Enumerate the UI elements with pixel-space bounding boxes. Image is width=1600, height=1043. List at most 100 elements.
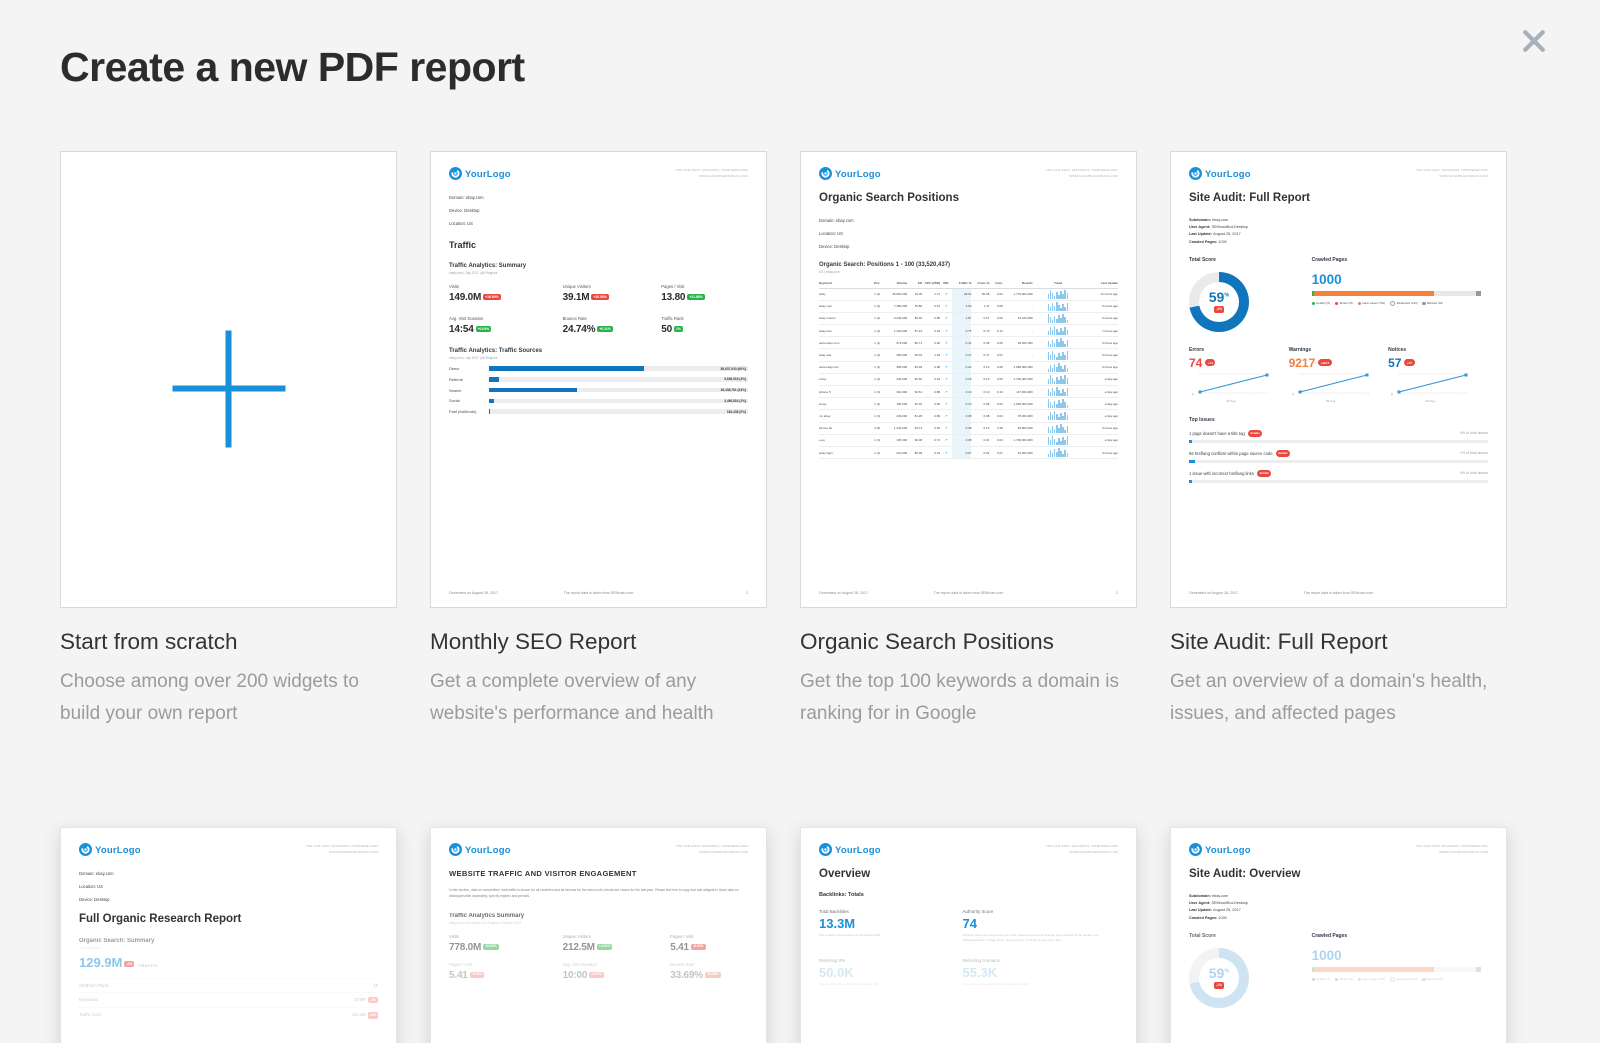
widget-subtitle: US | ebay.com <box>79 946 100 950</box>
cell-costs: 0.67 <box>983 316 990 321</box>
cell-trend <box>1033 374 1084 384</box>
preview-site-audit-content: YourLogo THE FAR AWAY 1812ZZ004, NOWHEREL… <box>1171 152 1506 607</box>
change-badge: +21.86% <box>687 294 705 301</box>
cell-traffic: 0.10 <box>952 386 972 398</box>
preview-site-audit-full-report[interactable]: YourLogo THE FAR AWAY 1812ZZ004, NOWHEREL… <box>1170 151 1507 608</box>
preview-website-traffic[interactable]: YourLogo THE FAR AWAY 1812ZZ004, NOWHEREL… <box>430 827 767 1043</box>
cell-costs: 0.10 <box>983 389 990 394</box>
cell-keyword: emay <box>819 401 827 406</box>
issue-trend-chart: 0 <box>1189 370 1289 399</box>
legend-item: Broken (8) <box>1334 301 1353 306</box>
cell-traffic: 0.10 <box>952 398 972 410</box>
brand-logo-text: YourLogo <box>835 168 881 180</box>
close-button[interactable] <box>1516 24 1552 60</box>
close-icon <box>1519 29 1549 59</box>
traffic-source-fill <box>489 387 578 393</box>
preview-organic-search-positions[interactable]: YourLogo THE FAR AWAY 1812ZZ004, NOWHEREL… <box>800 151 1137 608</box>
cell-keyword: iphone 6s <box>819 426 833 431</box>
cell-results: 53,800,000 <box>1017 426 1033 431</box>
cell-pos: 1 (1) <box>874 353 881 358</box>
brand-logo-text: YourLogo <box>465 168 511 180</box>
issue-stat-value: 57 +57 <box>1388 356 1488 370</box>
report-title: WEBSITE TRAFFIC AND VISITOR ENGAGEMENT <box>449 869 637 878</box>
cell-last-update: 6 hours ago <box>1102 340 1118 345</box>
top-issue-bar-fill <box>1189 459 1195 463</box>
cell-kd: 90.38 <box>914 438 923 443</box>
preview-site-audit-overview[interactable]: YourLogo THE FAR AWAY 1812ZZ004, NOWHEREL… <box>1170 827 1507 1043</box>
external-link-glyph: ↗ <box>944 438 948 443</box>
preview-full-organic-research[interactable]: YourLogo THE FAR AWAY 1812ZZ004, NOWHEREL… <box>60 827 397 1043</box>
cell-traffic: 4.60 <box>952 300 972 312</box>
trend-histogram-icon <box>1047 423 1069 433</box>
stat-label: Bounce Rate <box>670 961 695 967</box>
issue-stat-value: 9217 +9217 <box>1289 356 1389 370</box>
legend-dot <box>1334 301 1339 305</box>
backlink-stat-label: Referring Domains <box>962 957 1001 963</box>
backlink-stat-value: 50.0K <box>819 964 854 980</box>
external-link-glyph: ↗ <box>944 377 948 382</box>
organic-traffic-label: TRAFFIC <box>138 963 159 968</box>
cell-volume: 135,000 <box>896 438 908 443</box>
issues-section: Errors 74 +74 0 25 Aug Warnings 9217 +9217 0 25 A… <box>1189 347 1488 403</box>
organic-traffic-value: 129.9M <box>79 955 123 970</box>
preview-backlinks-overview[interactable]: YourLogo THE FAR AWAY 1812ZZ004, NOWHEREL… <box>800 827 1137 1043</box>
summary-row-label: SEMrush Rank <box>79 983 108 988</box>
traffic-source-value: 5,638,518 (4%) <box>724 377 746 382</box>
preview-start-from-scratch[interactable] <box>60 151 397 608</box>
external-link-icon: ↗ <box>940 341 952 345</box>
change-badge: -8.30% <box>469 971 485 978</box>
summary-row-label: Keywords <box>79 997 98 1002</box>
cell-trend <box>1033 350 1084 360</box>
legend-label: Have issues (734) <box>1362 977 1385 982</box>
summary-row-value: 16 <box>373 983 378 988</box>
change-badge: +4.64% <box>596 943 613 950</box>
stat-value: 149.0M <box>449 292 482 303</box>
cell-com: 0.48 <box>996 426 1003 431</box>
cell-costs: 0.13 <box>983 365 990 370</box>
stat-label: Pages / Visit <box>449 961 473 967</box>
table-row: e-ay 1 (1) 135,000 90.38 0.74 ↗ 0.08 0.01 0.04 1,… <box>819 434 1118 447</box>
footer-source: The report data is taken from SEMrush.co… <box>933 591 1004 595</box>
trend-histogram-icon <box>1047 350 1069 360</box>
cell-pos: 1 (1) <box>874 292 881 297</box>
widget-title: Traffic Analytics Summary <box>449 912 525 919</box>
report-meta: Domain: ebay.com Location: US Device: Desk… <box>819 218 1118 249</box>
cell-costs: 50.08 <box>981 292 990 297</box>
change-badge: +0.09% <box>704 971 721 978</box>
cell-results: - <box>1031 353 1033 358</box>
cell-pos: 1 (1) <box>874 377 881 382</box>
table-header-row: Keyword Pos. Volume KD CPC (USD) URL Traffic %… <box>819 278 1118 289</box>
traffic-source-fill <box>489 377 500 382</box>
cell-kd: 66.04 <box>914 353 923 358</box>
cell-last-update: 11 hours ago <box>1100 292 1118 297</box>
stat-cell: Pages / Visit 5.41 -8.30% <box>449 962 563 981</box>
cell-kd: 83.99 <box>914 365 923 370</box>
cell-keyword: ebay.com <box>819 328 832 333</box>
report-header: YourLogo THE FAR AWAY 1812ZZ004, NOWHEREL… <box>819 843 1118 857</box>
total-score-donut: 59% -1% <box>1189 947 1249 1008</box>
cell-last-update: 6 hours ago <box>1102 365 1118 370</box>
cell-cpc: 0.98 <box>934 365 941 370</box>
external-link-icon: ↗ <box>940 451 952 455</box>
cell-costs: 0.02 <box>983 450 990 455</box>
trend-histogram-icon <box>1047 411 1069 421</box>
cell-keyword: my ebay <box>819 413 831 418</box>
company-address-line1: THE FAR AWAY 1812ZZ004, NOWHERELAND <box>1045 168 1118 172</box>
traffic-source-track: 5,638,518 (4%) <box>489 377 748 382</box>
external-link-glyph: ↗ <box>944 426 948 431</box>
brand-logo-icon <box>79 843 92 857</box>
preview-organic-content: YourLogo THE FAR AWAY 1812ZZ004, NOWHEREL… <box>801 152 1136 607</box>
top-issue-row: 1 issue with incorrect hreflang links det… <box>1189 469 1488 477</box>
change-badge: +16.60% <box>483 294 501 301</box>
template-card-backlinks-overview: YourLogo THE FAR AWAY 1812ZZ004, NOWHEREL… <box>800 827 1137 1043</box>
cell-trend <box>1033 411 1084 421</box>
backlink-stat-block: Referring IPs 50.0K The number of IPs poin… <box>819 958 963 987</box>
cell-pos: 1 (1) <box>874 316 881 321</box>
brand-logo: YourLogo <box>79 843 141 857</box>
cell-com: 0.07 <box>996 353 1003 358</box>
cell-keyword: www.ebay.com <box>819 365 839 370</box>
stat-cell: Bounce Rate 33.69% +0.09% <box>670 962 748 981</box>
preview-monthly-seo-report[interactable]: YourLogo THE FAR AWAY 1812ZZ004, NOWHEREL… <box>430 151 767 608</box>
report-header: YourLogo THE FAR AWAY 1812ZZ004, NOWHEREL… <box>1189 167 1488 181</box>
